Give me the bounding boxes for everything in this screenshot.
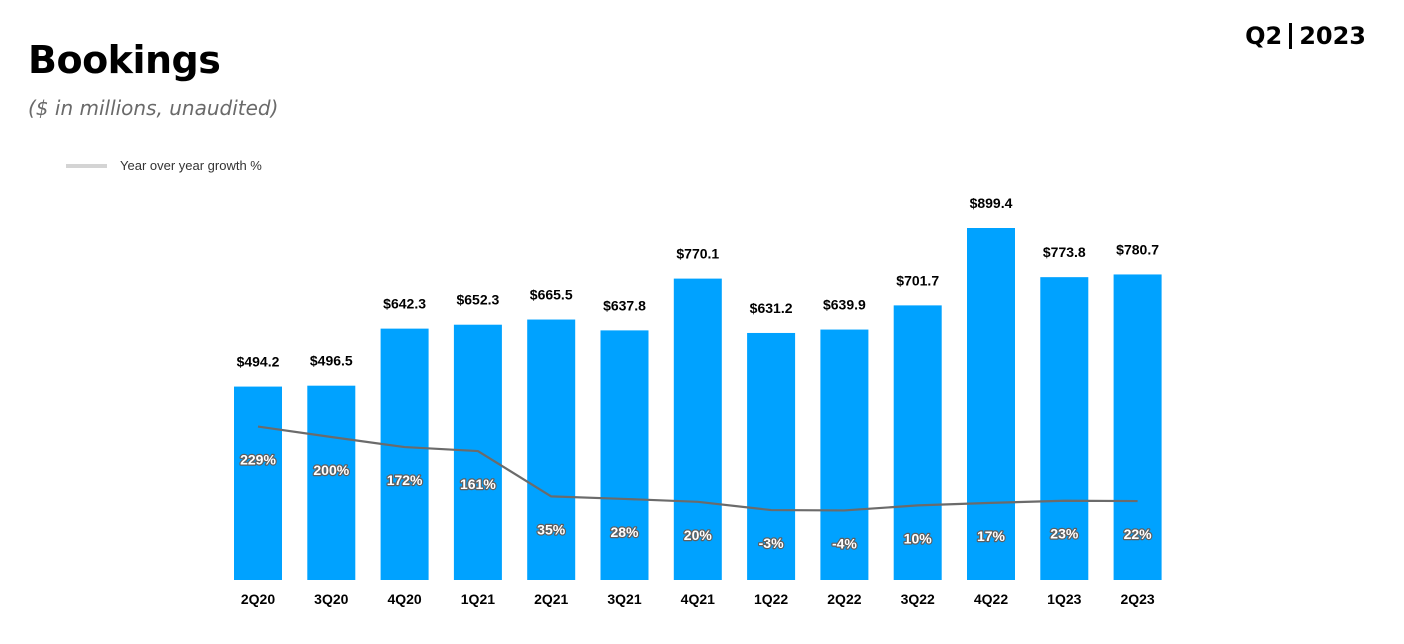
bar-value-label-3Q21: $637.8 bbox=[603, 297, 646, 313]
growth-label-3Q22: 10% bbox=[904, 530, 933, 546]
category-label-4Q21: 4Q21 bbox=[681, 591, 715, 607]
bar-3Q22 bbox=[893, 305, 942, 580]
bar-2Q21 bbox=[527, 319, 576, 580]
period-badge: Q2 2023 bbox=[1245, 22, 1366, 50]
category-label-3Q21: 3Q21 bbox=[607, 591, 641, 607]
growth-label-2Q22: -4% bbox=[832, 535, 857, 551]
bar-4Q20 bbox=[380, 328, 429, 580]
category-label-4Q20: 4Q20 bbox=[387, 591, 421, 607]
legend-label: Year over year growth % bbox=[120, 158, 262, 173]
growth-label-4Q20: 172% bbox=[387, 472, 423, 488]
category-label-1Q22: 1Q22 bbox=[754, 591, 788, 607]
bar-value-label-4Q22: $899.4 bbox=[970, 195, 1013, 211]
growth-label-2Q23: 22% bbox=[1124, 526, 1153, 542]
growth-line bbox=[257, 425, 1138, 512]
bar-value-label-2Q21: $665.5 bbox=[530, 287, 573, 303]
bar-value-label-3Q20: $496.5 bbox=[310, 353, 353, 369]
category-label-3Q22: 3Q22 bbox=[901, 591, 935, 607]
bar-3Q20 bbox=[307, 385, 356, 580]
bar-value-label-1Q22: $631.2 bbox=[750, 300, 793, 316]
growth-label-1Q22: -3% bbox=[759, 535, 784, 551]
growth-label-3Q21: 28% bbox=[610, 524, 639, 540]
period-year: 2023 bbox=[1299, 22, 1366, 50]
category-label-2Q21: 2Q21 bbox=[534, 591, 568, 607]
category-label-2Q22: 2Q22 bbox=[827, 591, 861, 607]
growth-label-4Q21: 20% bbox=[684, 527, 713, 543]
bar-value-label-3Q22: $701.7 bbox=[896, 272, 939, 288]
growth-label-2Q20: 229% bbox=[240, 452, 276, 468]
category-label-4Q22: 4Q22 bbox=[974, 591, 1008, 607]
bar-value-label-1Q23: $773.8 bbox=[1043, 244, 1086, 260]
bar-value-label-4Q21: $770.1 bbox=[676, 246, 719, 262]
bar-value-label-2Q20: $494.2 bbox=[237, 354, 280, 370]
bar-value-label-2Q22: $639.9 bbox=[823, 297, 866, 313]
bar-3Q21 bbox=[600, 330, 649, 580]
chart-legend: Year over year growth % bbox=[66, 158, 262, 173]
category-label-3Q20: 3Q20 bbox=[314, 591, 348, 607]
period-quarter: Q2 bbox=[1245, 22, 1283, 50]
bar-2Q22 bbox=[820, 329, 869, 580]
growth-label-2Q21: 35% bbox=[537, 521, 566, 537]
bar-1Q21 bbox=[453, 324, 502, 580]
bar-4Q21 bbox=[673, 278, 722, 580]
legend-swatch bbox=[66, 163, 107, 168]
page-subtitle: ($ in millions, unaudited) bbox=[28, 96, 279, 120]
period-divider bbox=[1289, 23, 1293, 49]
bar-2Q20 bbox=[234, 386, 282, 580]
growth-label-3Q20: 200% bbox=[313, 462, 349, 478]
page-title: Bookings bbox=[28, 38, 221, 82]
bar-1Q22 bbox=[747, 332, 796, 580]
growth-label-4Q22: 17% bbox=[977, 528, 1006, 544]
bar-value-label-4Q20: $642.3 bbox=[383, 296, 426, 312]
growth-label-1Q21: 161% bbox=[460, 476, 496, 492]
category-label-1Q21: 1Q21 bbox=[461, 591, 495, 607]
growth-label-1Q23: 23% bbox=[1050, 526, 1079, 542]
bar-2Q23 bbox=[1113, 274, 1162, 580]
bar-4Q22 bbox=[967, 228, 1015, 580]
bar-value-label-2Q23: $780.7 bbox=[1116, 241, 1159, 257]
bar-value-label-1Q21: $652.3 bbox=[456, 292, 499, 308]
category-label-2Q20: 2Q20 bbox=[241, 591, 275, 607]
category-label-2Q23: 2Q23 bbox=[1120, 591, 1154, 607]
bar-1Q23 bbox=[1040, 277, 1089, 580]
category-label-1Q23: 1Q23 bbox=[1047, 591, 1081, 607]
